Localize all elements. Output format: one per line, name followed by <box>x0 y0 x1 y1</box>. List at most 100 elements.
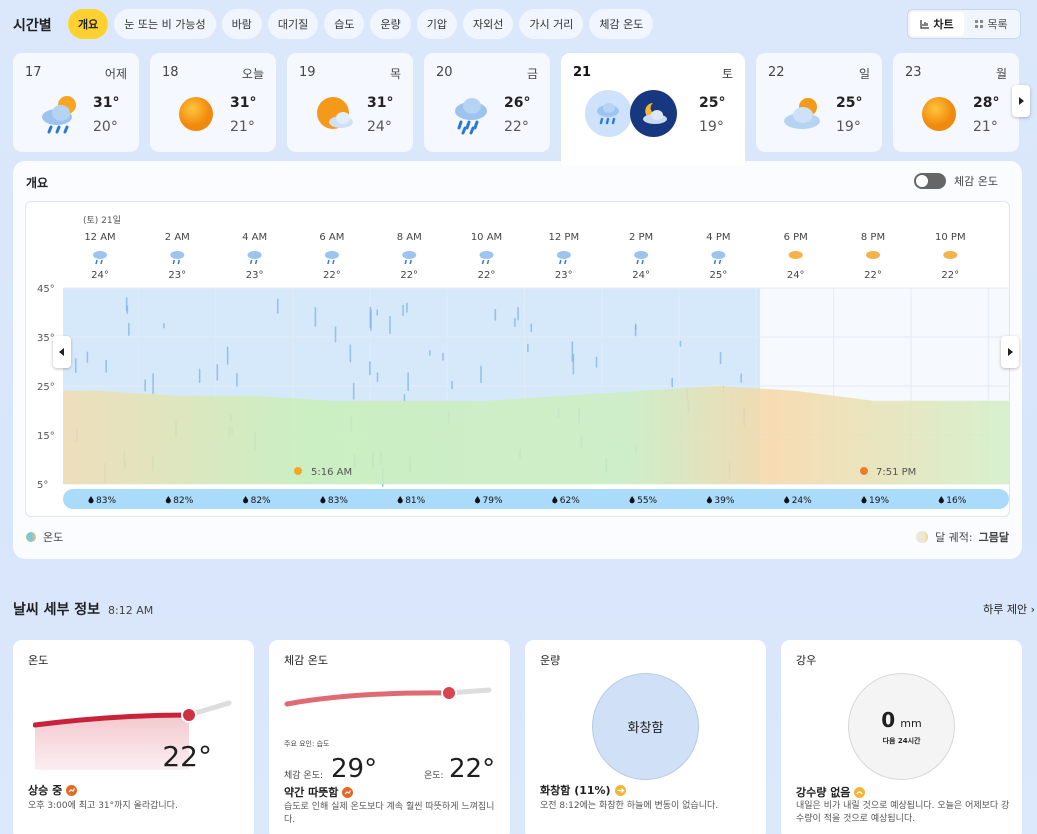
precip-drop-icon <box>474 496 481 504</box>
hour-temp-label: 23° <box>168 270 186 281</box>
day-number: 22 <box>768 65 785 80</box>
tab-visibility[interactable]: 가시 거리 <box>519 9 584 39</box>
hour-rain-drop <box>409 259 412 265</box>
precip-chance-bar <box>63 489 1009 509</box>
sun-icon <box>179 97 213 131</box>
day-card[interactable]: 20 금 26° 22° <box>424 53 550 152</box>
hour-rain-drop <box>332 259 335 265</box>
hour-temp-label: 24° <box>787 270 805 281</box>
hour-temp-label: 23° <box>246 270 264 281</box>
hour-temp-label: 22° <box>400 270 418 281</box>
feels-like-toggle[interactable] <box>914 173 947 189</box>
day-name: 금 <box>526 67 538 81</box>
feels-like-card[interactable]: 체감 온도 주요 요인: 습도 체감 온도: 29° 온도: 22° 약간 따뜻… <box>269 640 510 834</box>
tab-wind[interactable]: 바람 <box>221 9 262 39</box>
list-view-button[interactable]: 목록 <box>964 12 1018 36</box>
hour-rain-drop <box>172 259 176 265</box>
moon-cloud-icon <box>643 103 667 124</box>
hour-rain-drop <box>327 259 330 265</box>
day-card[interactable]: 19 목 31° 24° <box>287 53 413 152</box>
hour-temp-label: 22° <box>941 270 959 281</box>
precipitation-card[interactable]: 강우 0 mm 다음 24시간 강수량 없음 내일은 비가 내릴 것으로 예상됩… <box>781 640 1022 834</box>
overview-title: 개요 <box>26 176 49 190</box>
tab-pressure[interactable]: 기압 <box>416 9 457 39</box>
day-card[interactable]: 22 일 25° 19° <box>756 53 882 152</box>
precip-chance-label: 62% <box>560 496 580 506</box>
hour-rain-drop <box>404 259 407 265</box>
precip-drop-icon <box>629 496 635 504</box>
feels-value: 29° <box>331 754 378 784</box>
details-title: 날씨 세부 정보 <box>13 602 101 618</box>
day-card[interactable]: 18 오늘 31° 21° <box>150 53 276 152</box>
hour-temp-label: 24° <box>632 270 650 281</box>
date-label: (토) 21일 <box>83 215 121 226</box>
details-time: 8:12 AM <box>108 604 154 617</box>
feels-factor: 주요 요인: 습도 <box>284 740 330 748</box>
trend-up-icon <box>342 786 354 798</box>
temp-status-label: 상승 중 <box>28 784 63 797</box>
day-low: 22° <box>504 119 529 135</box>
cloud-cover-circle: 화창함 <box>592 673 699 780</box>
y-tick-label: 25° <box>37 382 55 393</box>
hour-label: 4 PM <box>706 232 730 243</box>
tab-feels-like[interactable]: 체감 온도 <box>589 9 654 39</box>
day-card-selected[interactable]: 21 토 25° 19° <box>561 53 745 165</box>
hour-weather-icon <box>943 251 958 259</box>
sunset-icon <box>860 467 868 475</box>
day-high: 28° <box>973 95 1000 111</box>
precip-drop-icon <box>938 496 944 504</box>
days-next-button[interactable] <box>1012 85 1030 117</box>
tab-air-quality[interactable]: 대기질 <box>267 9 319 39</box>
hourly-title: 시간별 <box>13 18 52 34</box>
chart-icon <box>920 20 930 29</box>
cloud-cover-card[interactable]: 운량 화창함 화창함 (11%) 오전 8:12에는 화창한 하늘에 변동이 없… <box>525 640 766 834</box>
chart-prev-button[interactable] <box>53 336 71 368</box>
hour-rain-drop <box>641 259 644 265</box>
feels-status-label: 약간 따뜻함 <box>284 786 339 799</box>
hour-weather-icon <box>866 251 880 259</box>
tab-cloud-cover[interactable]: 운량 <box>370 9 411 39</box>
heavy-rain-icon <box>455 98 487 135</box>
hour-rain-drop <box>100 259 103 265</box>
hour-temp-label: 23° <box>555 270 573 281</box>
tab-humidity[interactable]: 습도 <box>324 9 365 39</box>
precip-chance-label: 24% <box>792 496 812 506</box>
day-number: 23 <box>905 65 922 80</box>
partly-cloudy-icon <box>784 98 820 129</box>
hour-label: 8 PM <box>861 232 885 243</box>
day-low: 21° <box>230 119 255 135</box>
card-title: 체감 온도 <box>284 654 328 667</box>
hour-temp-label: 25° <box>710 270 728 281</box>
hour-weather-icon <box>324 251 339 259</box>
y-tick-label: 45° <box>37 284 55 295</box>
rain-sun-icon <box>42 96 76 134</box>
day-suggestion-link[interactable]: 하루 제안 › <box>983 601 1035 617</box>
chart-view-label: 차트 <box>933 18 954 31</box>
tab-uv[interactable]: 자외선 <box>462 9 514 39</box>
precip-chance-label: 81% <box>405 496 425 506</box>
temperature-card[interactable]: 온도 22° 상승 중 오후 3:00에 최고 31°까지 올라갑니다. <box>13 640 254 834</box>
day-card[interactable]: 23 월 28° 21° <box>893 53 1019 152</box>
chart-view-button[interactable]: 차트 <box>910 12 964 36</box>
card-title: 강우 <box>796 654 817 667</box>
day-high: 31° <box>367 95 394 111</box>
day-low: 19° <box>836 119 861 135</box>
precip-chance-label: 82% <box>251 496 271 506</box>
day-high: 26° <box>504 95 531 111</box>
tab-precip-chance[interactable]: 눈 또는 비 가능성 <box>114 9 216 39</box>
precip-chance-label: 16% <box>946 496 966 506</box>
hour-temp-label: 22° <box>323 270 341 281</box>
trend-up-icon <box>66 784 78 796</box>
sunrise-time: 5:16 AM <box>311 467 352 478</box>
hour-label: 10 AM <box>471 232 502 243</box>
daily-strip: 17 어제 31° 20° 18 오늘 31° 21° 19 목 31° 24°… <box>13 53 1023 165</box>
chart-next-button[interactable] <box>1001 336 1019 368</box>
view-toggle: 차트 목록 <box>907 9 1021 39</box>
rain-icon <box>597 103 619 125</box>
day-card[interactable]: 17 어제 31° 20° <box>13 53 139 152</box>
precip-chance-label: 79% <box>483 496 503 506</box>
precip-chance-label: 55% <box>637 496 657 506</box>
tab-overview[interactable]: 개요 <box>68 9 109 39</box>
precip-drop-icon <box>320 496 326 504</box>
day-name: 월 <box>995 67 1007 81</box>
